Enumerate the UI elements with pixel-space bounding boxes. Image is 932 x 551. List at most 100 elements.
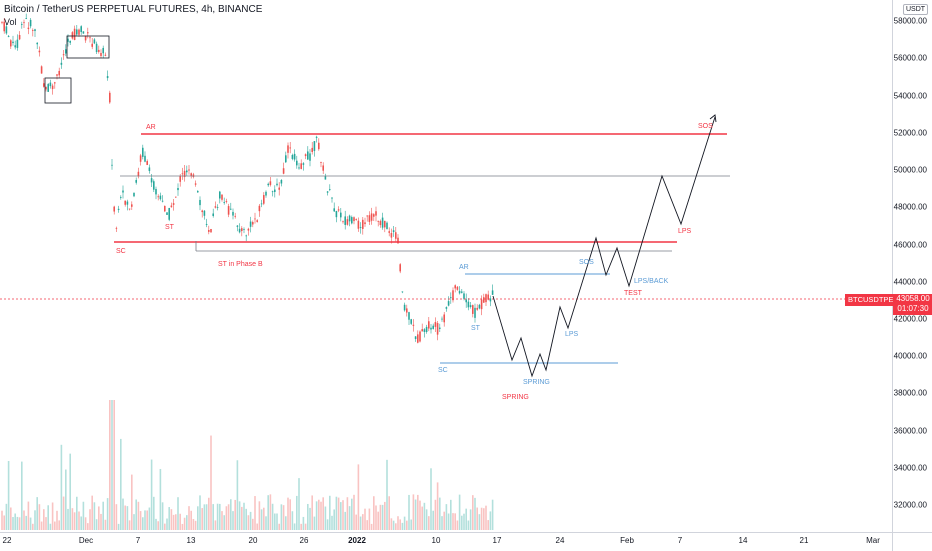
candle-body [208,230,210,232]
volume-bar [170,509,173,530]
volume-bar [243,502,245,530]
candle-body [397,237,399,244]
volume-bar [78,511,80,530]
candle-body [188,169,190,171]
volume-bar [111,400,113,530]
candle-body [14,45,16,48]
time-tick: 7 [135,536,141,545]
candle-body [3,21,5,32]
price-axis[interactable]: USDT 58000.00 56000.00 54000.00 52000.00 500… [845,0,932,532]
candle-body [40,66,43,74]
candle-body [236,225,239,227]
candle-body [104,54,107,56]
volume-bar [230,499,232,530]
volume-bar [172,514,175,530]
candle-body [27,27,30,30]
volume-bar [62,496,65,530]
volume-bar [236,460,239,530]
volume-bar [89,509,91,530]
candles [1,13,494,344]
candle-body [32,30,34,31]
volume-bar [263,507,265,530]
volume-bar [483,508,485,530]
volume-bar [480,507,483,530]
candle-body [487,294,489,300]
volume-bar [326,519,329,530]
candle-body [155,188,157,195]
volume-bar [192,519,195,530]
volume-bar [36,497,38,530]
candle-body [351,217,353,224]
candle-body [271,191,274,193]
candle-body [337,209,340,211]
volume-bar [197,506,199,530]
volume-bar [159,468,162,530]
axis-corner [892,532,932,551]
label-blue-ar: AR [459,264,469,271]
volume-bar [406,520,408,530]
volume-bar [307,503,309,530]
candle-body [309,153,311,161]
candle-body [423,329,426,332]
candle-body [5,26,8,34]
candle-body [485,294,487,303]
volume-bar [241,506,243,530]
volume-bar [342,500,344,530]
label-blue-sos: SOS [579,259,594,266]
volume-bar [282,505,285,530]
candle-body [450,297,452,299]
time-axis[interactable]: 22 Dec 7 13 20 26 2022 10 17 24 Feb 7 14 21 Mar [0,532,892,551]
candle-body [117,208,120,210]
chart-area[interactable]: Bitcoin / TetherUS PERPETUAL FUTURES, 4h… [0,0,892,532]
price-chart[interactable] [0,0,892,532]
candle-body [177,187,179,191]
volume-bar [16,516,19,530]
volume-bar [135,499,137,530]
volume-bar [353,494,355,530]
volume-bar [276,513,278,530]
volume-bar [384,501,386,530]
volume-bar [285,516,287,530]
candle-body [203,210,206,216]
candle-body [386,222,388,229]
candle-body [124,200,126,205]
volume-bar [133,514,135,530]
currency-badge[interactable]: USDT [903,4,929,15]
candle-body [256,220,258,222]
volume-bar [379,504,382,530]
candle-body [443,314,445,323]
volume-bar [337,497,340,530]
volume-bar [395,523,397,530]
volume-bar [12,517,14,530]
volume-bar [210,435,212,530]
volume-bar [428,516,430,530]
candle-body [230,208,232,210]
candle-body [322,165,324,171]
candle-body [84,36,87,41]
volume-bar [340,502,342,530]
candle-body [342,221,344,223]
candle-body [175,196,177,198]
volume-bar [87,523,89,530]
candle-body [247,228,250,231]
candle-body [302,163,305,165]
volume-bar [491,499,494,530]
candle-body [93,39,96,44]
volume-bar [120,438,122,530]
volume-bar [419,500,421,530]
candle-body [379,220,382,226]
candle-body [421,329,423,332]
volume-bar [304,523,307,530]
volume-bar [351,498,353,530]
volume-bar [260,509,263,530]
volume-bar [386,459,388,530]
volume-bar [269,494,272,530]
candle-body [285,155,287,163]
candle-body [179,175,181,182]
range-boxes [44,35,110,104]
candle-body [10,40,12,47]
volume-bar [43,509,45,530]
candle-body [245,235,247,237]
volume-bar [476,507,478,530]
volume-bar [320,501,322,530]
